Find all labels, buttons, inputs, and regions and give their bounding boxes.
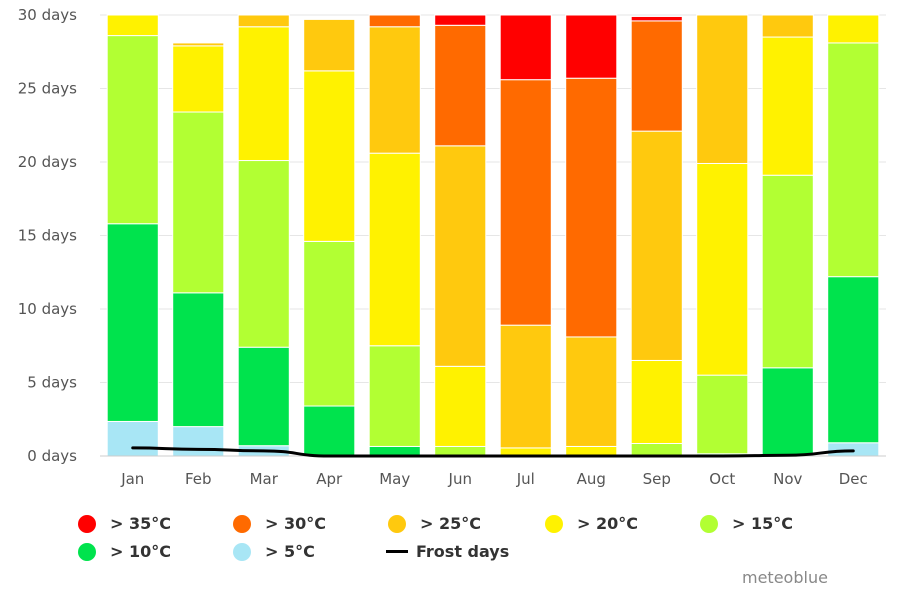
legend-item-35c[interactable]: > 35°C [78, 514, 171, 533]
bar-segment [106, 35, 159, 225]
bar-segment [434, 24, 487, 147]
bar-segment [106, 420, 159, 457]
x-tick-label: Mar [250, 470, 279, 488]
x-tick-label: Jun [448, 470, 472, 488]
legend-dot-icon [700, 514, 718, 533]
bar-segment [303, 405, 356, 457]
bars [106, 14, 880, 457]
legend-dot-icon [233, 542, 251, 561]
legend-item-frost-days[interactable]: Frost days [386, 542, 509, 561]
bar-segment [434, 145, 487, 367]
bar-segment [761, 14, 814, 38]
x-tick-label: May [379, 470, 410, 488]
legend-label: Frost days [416, 542, 510, 561]
bar-segment [630, 443, 683, 457]
legend-dot-icon [233, 514, 251, 533]
x-tick-label: Sep [643, 470, 671, 488]
y-axis-ticks: 0 days 5 days 10 days 15 days 20 days 25 days… [18, 6, 77, 465]
bar-segment [761, 36, 814, 176]
meteoblue-credit[interactable]: meteoblue [742, 568, 828, 587]
y-tick-label: 0 days [27, 447, 77, 465]
bar-segment [499, 324, 552, 449]
legend-item-15c[interactable]: > 15°C [700, 514, 793, 533]
bar-segment [368, 152, 421, 347]
bar-segment [565, 77, 618, 338]
legend-label: > 15°C [732, 514, 793, 533]
bar-segment [303, 70, 356, 242]
bar-segment [761, 367, 814, 456]
x-tick-label: Aug [577, 470, 606, 488]
bar-segment [565, 336, 618, 447]
x-tick-label: Jul [516, 470, 535, 488]
legend-dot-icon [388, 514, 406, 533]
y-tick-label: 25 days [18, 80, 77, 98]
legend-label: > 30°C [265, 514, 326, 533]
bar-segment [172, 42, 225, 47]
x-axis-ticks: Jan Feb Mar Apr May Jun Jul Aug Sep Oct Nov Dec [120, 470, 868, 488]
bar-segment [630, 359, 683, 445]
legend-item-20c[interactable]: > 20°C [545, 514, 638, 533]
bar-segment [237, 14, 290, 28]
bar-segment [827, 42, 880, 278]
bar-segment [106, 223, 159, 422]
bar-segment [630, 130, 683, 361]
y-tick-label: 15 days [18, 227, 77, 245]
bar-segment [172, 426, 225, 457]
y-tick-label: 30 days [18, 6, 77, 24]
y-tick-label: 5 days [27, 374, 77, 392]
legend-label: > 5°C [265, 542, 315, 561]
bar-segment [696, 14, 749, 164]
bar-segment [172, 292, 225, 428]
legend-line-icon [386, 550, 408, 553]
x-tick-label: Apr [316, 470, 343, 488]
bar-segment [630, 20, 683, 132]
bar-segment [434, 365, 487, 447]
bar-segment [172, 45, 225, 113]
bar-segment [106, 14, 159, 37]
legend-item-10c[interactable]: > 10°C [78, 542, 171, 561]
legend-dot-icon [78, 542, 96, 561]
bar-segment [368, 26, 421, 154]
bar-segment [237, 26, 290, 162]
x-tick-label: Jan [120, 470, 144, 488]
frost-days-line [131, 446, 855, 458]
legend-item-25c[interactable]: > 25°C [388, 514, 481, 533]
legend-dot-icon [545, 514, 563, 533]
x-tick-label: Feb [185, 470, 212, 488]
legend-item-5c[interactable]: > 5°C [233, 542, 315, 561]
bar-segment [696, 374, 749, 455]
frost-days-line-path [131, 446, 855, 458]
bar-segment [696, 162, 749, 376]
bar-segment [368, 345, 421, 447]
legend-label: > 25°C [420, 514, 481, 533]
bar-segment [761, 174, 814, 369]
bar-segment [499, 14, 552, 81]
x-tick-label: Oct [709, 470, 735, 488]
legend-label: > 20°C [577, 514, 638, 533]
x-tick-label: Nov [773, 470, 802, 488]
bar-segment [565, 14, 618, 79]
bar-segment [303, 18, 356, 72]
bar-segment [434, 14, 487, 26]
bar-segment [172, 111, 225, 294]
x-tick-label: Dec [839, 470, 868, 488]
legend-label: > 10°C [110, 542, 171, 561]
stacked-bar-chart: 0 days 5 days 10 days 15 days 20 days 25 days… [18, 6, 886, 488]
bar-segment [827, 14, 880, 44]
bar-segment [237, 160, 290, 348]
bar-segment [499, 79, 552, 326]
legend-item-30c[interactable]: > 30°C [233, 514, 326, 533]
bar-segment [368, 14, 421, 28]
grid-lines [100, 14, 886, 383]
y-tick-label: 10 days [18, 300, 77, 318]
y-tick-label: 20 days [18, 153, 77, 171]
bar-segment [630, 15, 683, 22]
legend-dot-icon [78, 514, 96, 533]
bar-segment [303, 240, 356, 407]
bar-segment [827, 276, 880, 444]
bar-segment [237, 346, 290, 447]
legend-label: > 35°C [110, 514, 171, 533]
